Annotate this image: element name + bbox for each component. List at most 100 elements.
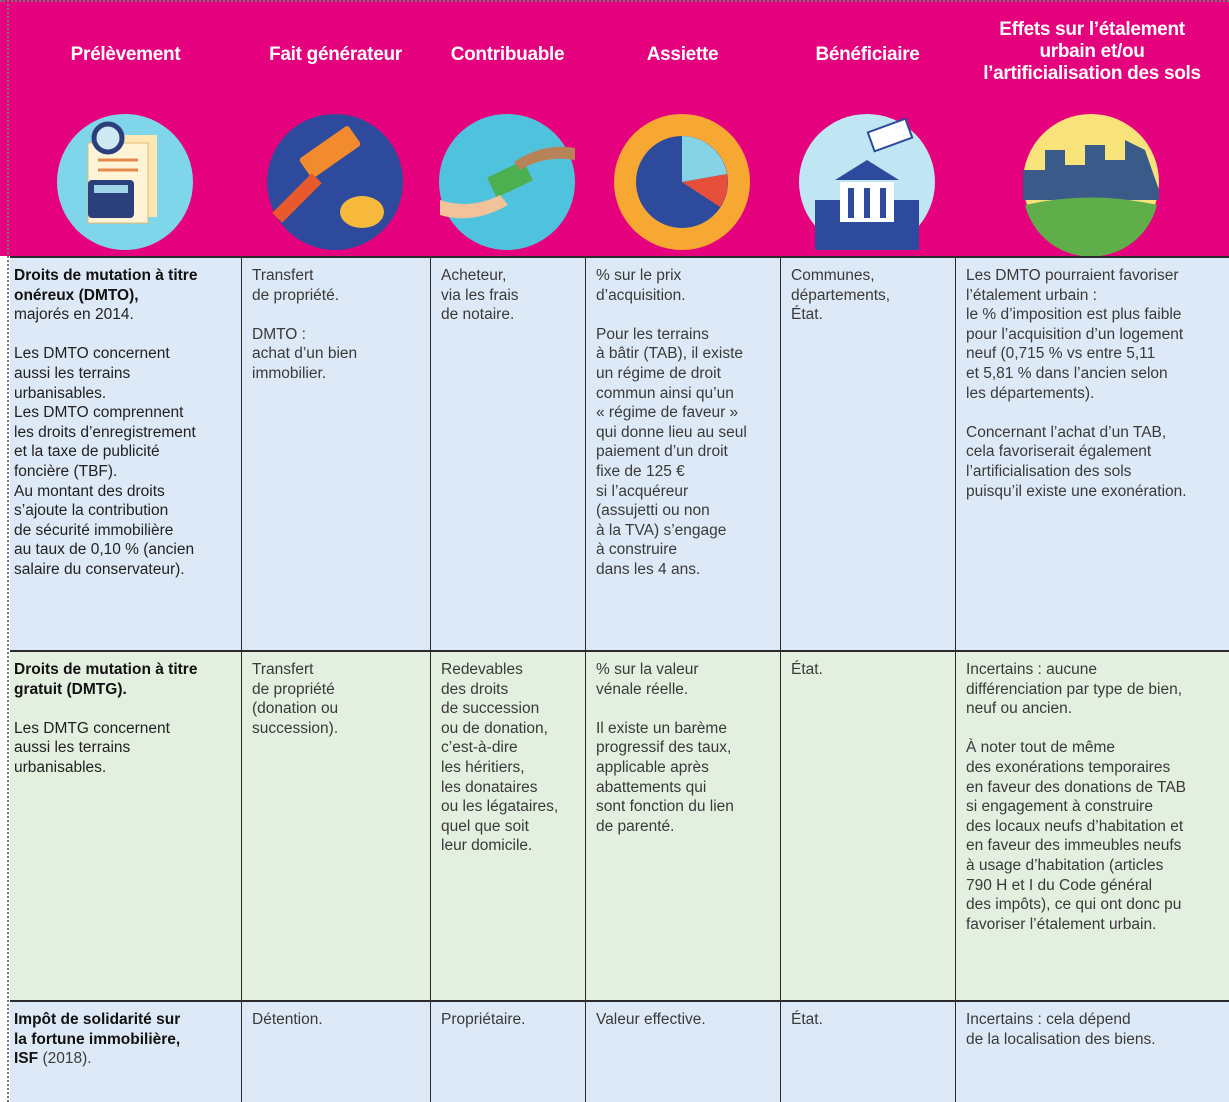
spacer: [252, 305, 422, 325]
cell-line: pour l’acquisition d’un logement: [966, 325, 1184, 343]
cell-line: de succession: [441, 700, 540, 718]
cell: Incertains : cela dépend de la localisati…: [955, 1002, 1229, 1102]
cell-line: Redevables: [441, 661, 523, 678]
cell-line: Détention.: [252, 1011, 323, 1028]
cell-line: départements,: [791, 286, 891, 304]
cell-line: Concernant l’achat d’un TAB,: [966, 423, 1167, 441]
cell-line: les départements).: [966, 384, 1095, 402]
cell-title-line: Droits de mutation à titre: [14, 661, 198, 678]
cell-line: l’artificialisation des sols: [966, 462, 1132, 480]
cell-title-line: Droits de mutation à titre: [14, 267, 198, 284]
cell: Valeur effective.: [585, 1002, 780, 1102]
cell-line: neuf (0,715 % vs entre 5,11: [966, 345, 1156, 363]
cell-line: paiement d’un droit: [596, 443, 728, 461]
cell: % sur la valeur vénale réelle. Il existe u…: [585, 652, 780, 1000]
cell-line: immobilier.: [252, 364, 327, 382]
cell-line: puisqu’il existe une exonération.: [966, 482, 1187, 500]
cell-line: les droits d’enregistrement: [14, 423, 196, 441]
cell-line: % sur le prix: [596, 267, 682, 284]
cell-line: cela favoriserait également: [966, 443, 1152, 461]
cell-line: commun ainsi qu’un: [596, 384, 734, 402]
cell-line: c’est-à-dire: [441, 739, 518, 757]
cell-line: en faveur des donations de TAB: [966, 778, 1187, 796]
cell: Redevables des droits de succession ou de d…: [430, 652, 585, 1000]
left-border: [7, 0, 9, 1102]
cell-line: urbanisables.: [14, 758, 107, 776]
cell-line: abattements qui: [596, 778, 707, 796]
cell-text: (2018).: [42, 1050, 92, 1068]
cell-line: Valeur effective.: [596, 1011, 706, 1028]
header-label: Bénéficiaire: [815, 44, 920, 65]
cell-line: foncière (TBF).: [14, 462, 118, 480]
cell: % sur le prix d’acquisition. Pour les terr…: [585, 258, 780, 650]
cell-title-line: la fortune immobilière,: [14, 1030, 181, 1048]
cell-line: Transfert: [252, 661, 314, 678]
table-row: Droits de mutation à titre onéreux (DMTO)…: [10, 256, 1229, 650]
cell-line: des impôts), ce qui ont donc pu: [966, 896, 1182, 914]
cell-line: Transfert: [252, 267, 314, 284]
spacer: [14, 325, 233, 345]
cell-title: ISF: [14, 1050, 39, 1068]
cell-line: À noter tout de même: [966, 739, 1116, 757]
cell-line: au taux de 0,10 % (ancien: [14, 541, 195, 559]
cell-line: en faveur des immeubles neufs: [966, 837, 1182, 855]
header-label: Assiette: [646, 44, 719, 65]
cell-line: Les DMTO comprennent: [14, 404, 184, 422]
cell-line: Les DMTO concernent: [14, 345, 170, 363]
cell-line: et la taxe de publicité: [14, 443, 160, 461]
header-line: Effets sur l’étalement: [999, 19, 1185, 40]
spacer: [966, 719, 1221, 739]
cell-line: Incertains : aucune: [966, 661, 1097, 678]
header-line: l’artificialisation des sols: [983, 63, 1201, 84]
cell-line: Au montant des droits: [14, 482, 165, 500]
cell: Les DMTO pourraient favoriser l’étalement…: [955, 258, 1229, 650]
cell: Communes, départements, État.: [780, 258, 955, 650]
spacer: [966, 403, 1221, 423]
cell-line: aussi les terrains: [14, 364, 131, 382]
cell-line: des locaux neufs d’habitation et: [966, 817, 1184, 835]
cell-line: (donation ou: [252, 700, 339, 718]
cell-line: de notaire.: [441, 306, 515, 324]
cell-line: l’étalement urbain :: [966, 286, 1097, 304]
cell-line: Pour les terrains: [596, 325, 709, 343]
spacer: [14, 699, 233, 719]
cell-line: de parenté.: [596, 817, 675, 835]
cell-line: 790 H et I du Code général: [966, 876, 1153, 894]
table-row: Impôt de solidarité sur la fortune immobi…: [10, 1000, 1229, 1102]
cell-line: le % d’imposition est plus faible: [966, 306, 1182, 324]
cell-line: applicable après: [596, 758, 709, 776]
cell-line: un régime de droit: [596, 364, 721, 382]
cell: Impôt de solidarité sur la fortune immobi…: [10, 1002, 241, 1102]
cell-line: Les DMTG concernent: [14, 719, 170, 737]
header-label: Effets sur l’étalement urbain et/ou l’arti…: [955, 19, 1229, 85]
cell-line: % sur la valeur: [596, 661, 699, 678]
icon-beneficiaire: [799, 114, 935, 250]
cell-line: et 5,81 % dans l’ancien selon: [966, 364, 1168, 382]
cell-line: « régime de faveur »: [596, 404, 739, 422]
header-line: urbain et/ou: [1039, 41, 1145, 62]
header-label: Prélèvement: [70, 44, 181, 65]
cell-line: sont fonction du lien: [596, 798, 734, 816]
cell: Propriétaire.: [430, 1002, 585, 1102]
icon-contribuable: [439, 114, 575, 250]
cell: Incertains : aucune différenciation par t…: [955, 652, 1229, 1000]
cell-line: ou de donation,: [441, 719, 548, 737]
cell-line: majorés en 2014.: [14, 306, 134, 324]
cell-line: à la TVA) s’engage: [596, 521, 727, 539]
cell-line: à construire: [596, 541, 677, 559]
cell-line: de sécurité immobilière: [14, 521, 174, 539]
icons: [57, 114, 1159, 256]
cell-title-line: Impôt de solidarité sur: [14, 1011, 181, 1028]
cell-line: (assujetti ou non: [596, 502, 710, 520]
cell-line: achat d’un bien: [252, 345, 358, 363]
icon-fait-generateur: [267, 114, 403, 250]
cell-line: salaire du conservateur).: [14, 560, 185, 578]
cell-line: à usage d’habitation (articles: [966, 856, 1164, 874]
cell-line: État.: [791, 661, 823, 678]
cell-line: si engagement à construire: [966, 798, 1153, 816]
header-label: Contribuable: [450, 44, 565, 65]
cell: Acheteur, via les frais de notaire.: [430, 258, 585, 650]
spacer: [596, 305, 772, 325]
cell-line: DMTO :: [252, 325, 306, 343]
